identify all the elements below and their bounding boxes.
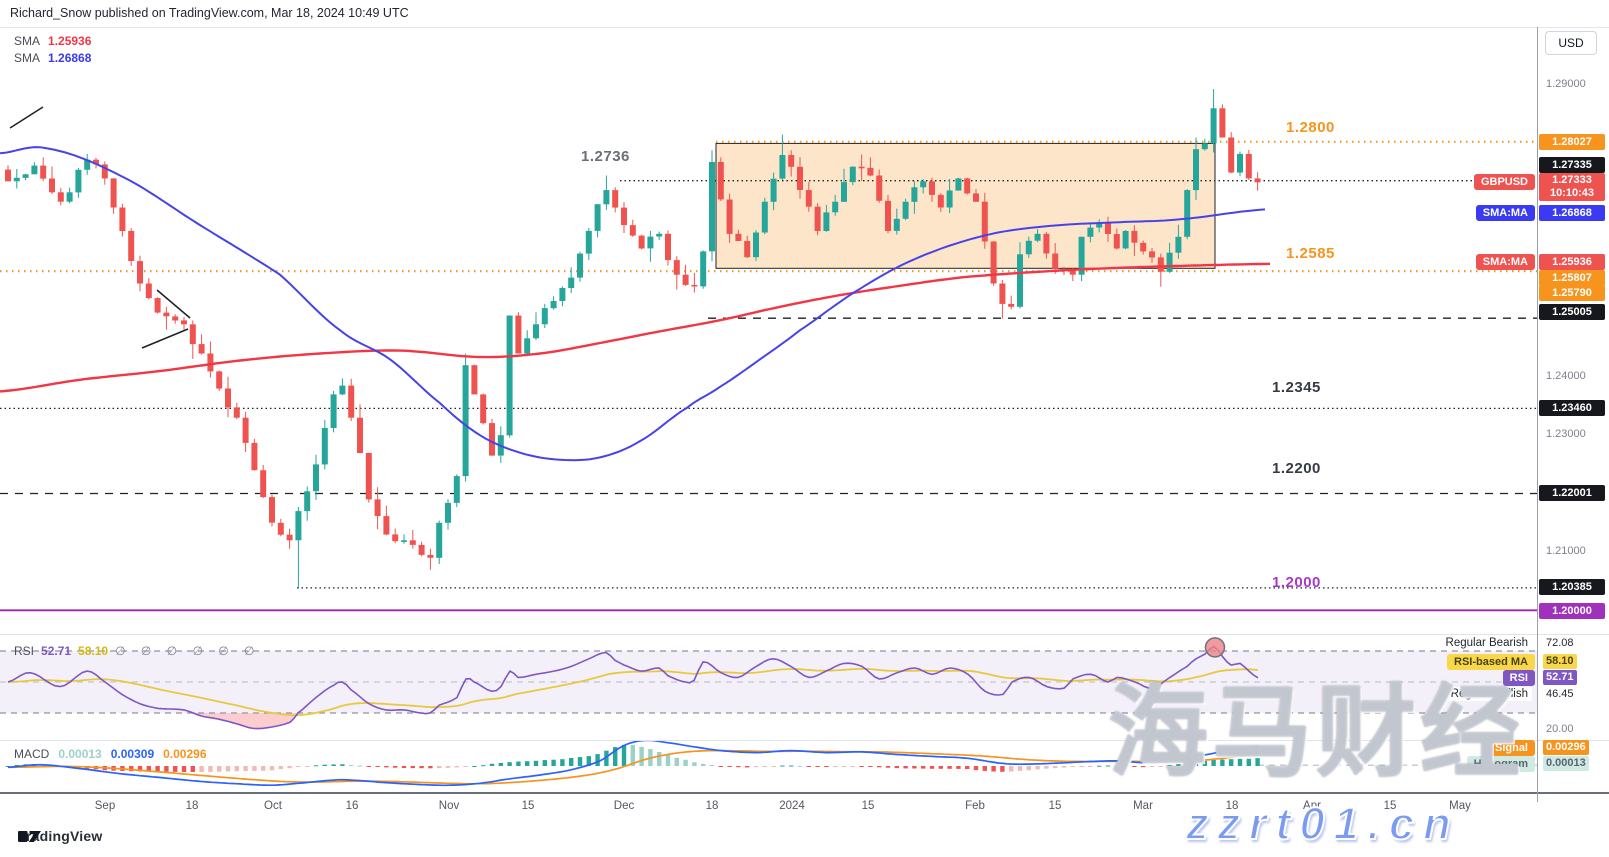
time-label-16: 16 [345, 800, 359, 812]
price-pane[interactable] [0, 27, 1537, 634]
chart-level-label-1.2200: 1.2200 [1272, 460, 1321, 477]
price-tick-1.29000: 1.29000 [1546, 78, 1586, 90]
price-badge-1.25936: 1.25936 [1539, 254, 1605, 270]
price-badge-1.20000: 1.20000 [1539, 603, 1605, 619]
pane-separator-macd[interactable] [0, 740, 1609, 741]
time-label-15: 15 [861, 800, 875, 812]
price-axis-line [1537, 27, 1538, 802]
currency-toggle-button[interactable]: USD [1545, 31, 1597, 55]
time-label-Apr: Apr [1303, 800, 1321, 812]
price-badge-1.27333: 1.27333 10:10:43 [1539, 173, 1605, 201]
time-label-2024: 2024 [779, 800, 805, 812]
pane-separator-rsi[interactable] [0, 634, 1609, 635]
legend-sma-value: 1.25936 [48, 33, 92, 48]
rsi-ma-value: 58.10 [78, 644, 109, 658]
price-badge-1.25005: 1.25005 [1539, 304, 1605, 320]
indicator-axis-value-20.00: 20.00 [1546, 723, 1574, 735]
indicator-axis-label-Regular-Bullish: Regular Bullish [1446, 687, 1532, 701]
time-label-Dec: Dec [613, 800, 635, 812]
price-badge-1.25807: 1.25807 [1539, 270, 1605, 286]
price-badge-1.28027: 1.28027 [1539, 134, 1605, 150]
macd-pane[interactable] [0, 740, 1537, 792]
publish-header: Richard_Snow published on TradingView.co… [0, 0, 1609, 28]
price-badge-1.25790: 1.25790 [1539, 285, 1605, 301]
indicator-axis-value-72.08: 72.08 [1546, 637, 1574, 649]
price-tick-1.21000: 1.21000 [1546, 545, 1586, 557]
chart-level-label-1.2800: 1.2800 [1286, 119, 1335, 136]
indicator-axis-value-0.00013: 0.00013 [1543, 756, 1589, 771]
time-label-Oct: Oct [264, 800, 282, 812]
legend-sma-label: SMA [14, 50, 41, 65]
time-label-Mar: Mar [1133, 800, 1153, 812]
macd-legend-label: MACD [14, 747, 50, 761]
indicator-axis-label-Regular-Bearish: Regular Bearish [1441, 636, 1532, 650]
chart-level-label-1.2736: 1.2736 [581, 148, 630, 165]
price-tick-1.24000: 1.24000 [1546, 370, 1586, 382]
series-chip-SMA:MA-1: SMA:MA [1475, 205, 1535, 221]
time-label-15: 15 [1048, 800, 1062, 812]
indicator-axis-label-Histogram: Histogram [1466, 756, 1535, 772]
time-label-18: 18 [185, 800, 199, 812]
price-badge-1.23460: 1.23460 [1539, 400, 1605, 416]
indicator-axis-value-0.00296: 0.00296 [1543, 740, 1589, 755]
chart-level-label-1.2345: 1.2345 [1272, 379, 1321, 396]
indicator-axis-label-RSI: RSI [1502, 670, 1535, 686]
countdown-timer: 10:10:43 [1549, 187, 1595, 199]
indicator-axis-label-RSI-based-MA: RSI-based MA [1447, 654, 1535, 670]
macd-signal-value: 0.00296 [163, 747, 207, 761]
tradingview-logo-icon [18, 830, 41, 842]
time-axis-border [0, 792, 1609, 794]
price-badge-1.20385: 1.20385 [1539, 579, 1605, 595]
macd-legend: MACD 0.00013 0.00309 0.00296 [14, 747, 207, 761]
time-label-15: 15 [521, 800, 535, 812]
time-label-15: 15 [1383, 800, 1397, 812]
time-label-May: May [1449, 800, 1471, 812]
series-chip-GBPUSD-0: GBPUSD [1473, 174, 1535, 190]
price-badge-1.22001: 1.22001 [1539, 485, 1605, 501]
legend-row-sma-1: SMA 1.26868 [14, 50, 91, 65]
time-label-18: 18 [1225, 800, 1239, 812]
publish-line: Richard_Snow published on TradingView.co… [10, 6, 409, 20]
tradingview-brand[interactable]: TradingView [18, 828, 102, 844]
time-label-18: 18 [705, 800, 719, 812]
time-label-Nov: Nov [438, 800, 460, 812]
chart-level-label-1.2000: 1.2000 [1272, 574, 1321, 591]
price-badge-1.27335: 1.27335 [1539, 157, 1605, 173]
rsi-legend-label: RSI [14, 644, 35, 658]
time-label-Sep: Sep [94, 800, 116, 812]
indicator-axis-value-52.71: 52.71 [1543, 670, 1577, 685]
legend-sma-value: 1.26868 [48, 50, 92, 65]
indicator-axis-value-58.10: 58.10 [1543, 654, 1577, 669]
legend-sma-label: SMA [14, 33, 41, 48]
macd-hist-value: 0.00013 [58, 747, 102, 761]
rsi-pane[interactable] [0, 634, 1537, 740]
legend-row-sma-0: SMA 1.25936 [14, 33, 91, 48]
chart-level-label-1.2585: 1.2585 [1286, 245, 1335, 262]
price-badge-1.26868: 1.26868 [1539, 205, 1605, 221]
indicator-axis-label-Signal: Signal [1487, 740, 1535, 756]
price-tick-1.23000: 1.23000 [1546, 428, 1586, 440]
indicator-axis-value-46.45: 46.45 [1546, 688, 1574, 700]
time-label-Feb: Feb [965, 800, 985, 812]
rsi-value: 52.71 [41, 644, 72, 658]
series-chip-SMA:MA-2: SMA:MA [1475, 254, 1535, 270]
macd-line-value: 0.00309 [110, 747, 155, 761]
rsi-legend: RSI 52.71 58.10 ∅ ∅ ∅ ∅ ∅ ∅ [14, 644, 260, 658]
rsi-empty-values: ∅ ∅ ∅ ∅ ∅ ∅ [115, 644, 261, 658]
